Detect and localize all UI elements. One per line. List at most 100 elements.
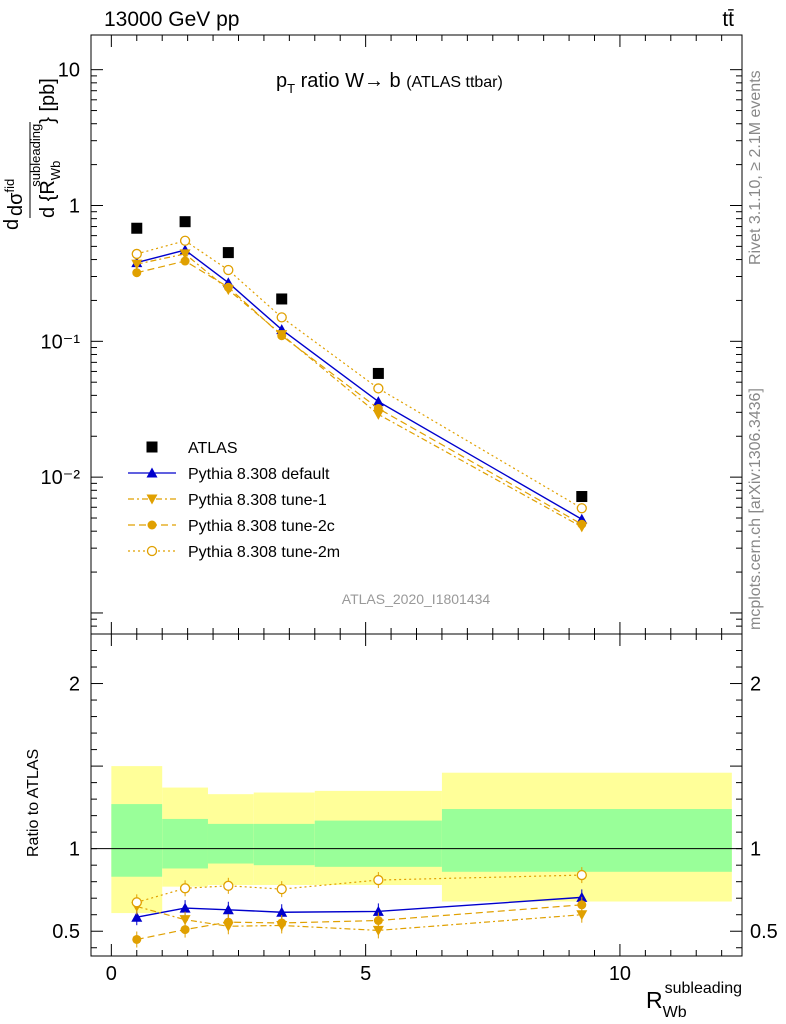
rivet-version-label: Rivet 3.1.10, ≥ 2.1M events xyxy=(747,70,764,265)
data-point xyxy=(372,409,384,420)
data-point xyxy=(132,268,142,278)
legend-marker xyxy=(146,494,158,505)
header-process-label: 13000 GeV pp xyxy=(104,8,239,31)
data-point xyxy=(276,293,288,305)
legend-entry: Pythia 8.308 tune-2m xyxy=(128,544,340,561)
x-tick-label: 10 xyxy=(609,963,631,985)
legend-entry: Pythia 8.308 default xyxy=(128,466,330,483)
series-line xyxy=(136,260,583,525)
ratio-point xyxy=(373,874,384,886)
ratio-point xyxy=(372,905,384,916)
ratio-y-tick-label: 0.5 xyxy=(52,921,80,943)
data-point xyxy=(179,216,191,228)
data-point xyxy=(131,222,143,234)
ratio-band-green xyxy=(253,823,315,866)
ratio-point xyxy=(373,915,383,925)
ratio-y-tick-label: 2 xyxy=(69,674,80,696)
ratio-point xyxy=(277,918,287,928)
legend-marker xyxy=(147,520,157,530)
data-point xyxy=(373,383,384,394)
legend-marker xyxy=(146,545,158,557)
ratio-point xyxy=(576,910,588,921)
main-ylabel-den: d {RWbsubleading} [pb] xyxy=(28,78,63,218)
data-point xyxy=(277,331,287,341)
data-point xyxy=(372,396,384,407)
legend-label: Pythia 8.308 tune-2m xyxy=(188,544,340,561)
ratio-point xyxy=(222,904,234,915)
plot-title-small: (ATLAS ttbar) xyxy=(406,74,503,91)
y-tick-label: 10 xyxy=(58,60,80,82)
ratio-band-green xyxy=(314,820,442,867)
ratio-line xyxy=(136,896,582,918)
plot-title-main: ratio W→ b xyxy=(295,70,406,92)
ratio-series-pythia-8-308-tune-1 xyxy=(131,898,588,939)
legend-marker xyxy=(146,441,158,453)
data-point xyxy=(576,503,587,514)
data-point xyxy=(131,259,143,270)
series-pythia-8-308-tune-2c xyxy=(132,256,587,529)
ratio-line xyxy=(136,874,582,903)
ratio-point xyxy=(179,915,191,926)
ratio-point xyxy=(179,883,191,894)
data-point xyxy=(179,235,191,246)
data-point xyxy=(222,247,234,259)
ratio-band-green xyxy=(111,804,163,877)
ratio-series-pythia-8-308-tune-2m xyxy=(131,867,587,911)
ratio-band-green xyxy=(162,818,208,869)
ratio-point xyxy=(180,925,190,935)
ratio-ylabel: Ratio to ATLAS xyxy=(25,749,42,857)
x-tick-label: 0 xyxy=(106,963,117,985)
ratio-point xyxy=(132,934,142,944)
xlabel: RWbsubleading xyxy=(646,980,742,1021)
data-point xyxy=(576,491,588,503)
legend-label: Pythia 8.308 tune-2c xyxy=(188,518,335,535)
plot-title-sub: T xyxy=(287,81,295,96)
series-line xyxy=(136,253,583,528)
y-tick-label: 10⁻¹ xyxy=(41,331,81,353)
main-ylabel: d dσfid d {RWbsubleading} [pb] xyxy=(1,78,63,230)
ratio-band-green xyxy=(441,809,732,872)
series-line xyxy=(136,240,583,509)
mcplots-label: mcplots.cern.ch [arXiv:1306.3436] xyxy=(747,388,764,630)
legend-label: Pythia 8.308 default xyxy=(188,466,330,483)
data-point xyxy=(179,249,191,260)
legend-label: ATLAS xyxy=(188,440,238,457)
ratio-y-tick-label-right: 2 xyxy=(750,674,761,696)
data-point xyxy=(577,519,587,529)
ratio-point xyxy=(577,900,587,910)
legend-entry: Pythia 8.308 tune-2c xyxy=(128,518,335,535)
main-ylabel-d: d xyxy=(1,219,23,230)
data-point xyxy=(276,312,287,323)
series-line xyxy=(136,249,583,520)
ratio-series-pythia-8-308-tune-2c xyxy=(132,896,587,948)
ratio-point xyxy=(276,883,287,895)
data-point xyxy=(223,264,234,276)
ratio-point xyxy=(276,906,288,917)
main-ylabel-num: dσfid xyxy=(2,179,27,216)
ratio-point xyxy=(223,880,234,891)
series-pythia-8-308-tune-2m xyxy=(131,235,587,514)
data-point xyxy=(131,248,142,260)
data-point xyxy=(223,282,233,292)
ratio-point xyxy=(131,911,143,922)
legend-entry: ATLAS xyxy=(146,440,238,457)
ratio-y-tick-label-right: 0.5 xyxy=(750,921,778,943)
data-point xyxy=(372,367,384,379)
ratio-point xyxy=(576,869,587,881)
plot-title-p: p xyxy=(276,70,287,92)
ratio-point xyxy=(372,925,384,936)
data-point xyxy=(180,256,190,266)
y-tick-label: 10⁻² xyxy=(41,467,81,489)
plot-title: pT ratio W→ b (ATLAS ttbar) xyxy=(276,70,503,96)
series-atlas xyxy=(131,216,588,503)
ratio-point xyxy=(223,917,233,927)
ratio-point xyxy=(131,897,142,908)
y-tick-label: 1 xyxy=(69,195,80,217)
analysis-watermark: ATLAS_2020_I1801434 xyxy=(342,591,491,607)
series-pythia-8-308-tune-1 xyxy=(131,249,588,533)
ratio-band-green xyxy=(207,823,254,864)
ratio-point xyxy=(179,902,191,913)
legend-marker xyxy=(146,467,158,478)
ratio-y-tick-label-right: 1 xyxy=(750,839,761,861)
